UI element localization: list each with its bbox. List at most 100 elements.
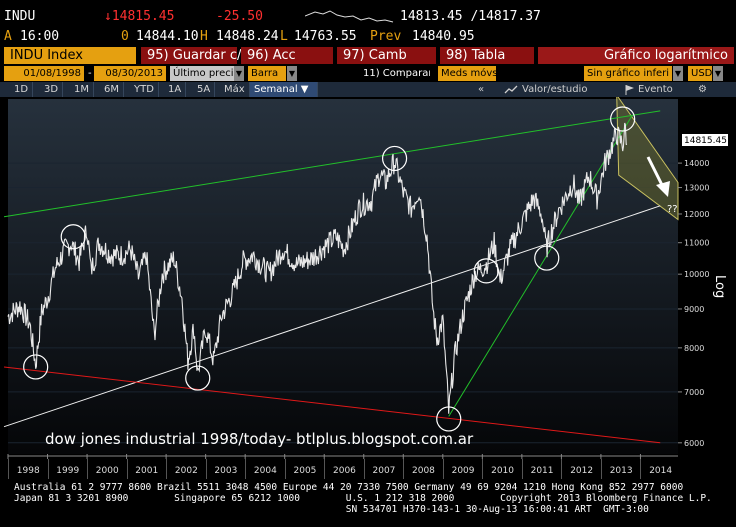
x-tick-divider [324,459,326,479]
high-price: 14848.24 [216,29,279,44]
moving-avg-button[interactable]: Meds móvs [438,66,496,81]
y-tick-label: 6000 [684,439,704,448]
x-tick-divider [521,459,523,479]
y-tick-label: 8000 [684,344,704,353]
net-change: -25.50 [216,9,263,24]
x-tick-divider [403,459,405,479]
gear-icon[interactable]: ⚙ [698,84,707,95]
tab-5a[interactable]: 5A [193,82,216,97]
sparkline-icon [305,10,394,23]
x-tick-label: 1998 [16,466,40,476]
x-tick-divider [640,459,642,479]
currency-select[interactable]: USD [688,66,712,81]
gridlines [8,162,678,444]
pivot-circle [185,365,211,391]
last-value-label: 14815.45 [684,136,727,146]
chevron-down-icon[interactable]: ▼ [713,66,723,81]
x-tick-label: 2008 [412,466,435,476]
x-tick-label: 2006 [333,466,356,476]
x-tick-divider [205,459,207,479]
flag-icon [625,85,634,95]
x-tick-label: 1999 [56,466,80,476]
change-button[interactable]: 97) Camb [337,47,436,64]
x-tick-label: 2007 [372,466,396,476]
footer-session-line: SN 534701 H370-143-1 30-Aug-13 16:00:41 … [14,504,649,515]
y-tick-label: 7000 [684,388,704,397]
x-tick-label: 2012 [570,466,594,476]
footer-contacts-line: Australia 61 2 9777 8600 Brazil 5511 304… [14,482,684,493]
chart-line-icon [504,85,518,94]
low-label: L [280,29,288,44]
x-tick-divider [561,459,563,479]
quote-header: INDU ↓14815.45 -25.50 14813.45 /14817.37 [0,0,736,28]
price-series-line [7,122,628,414]
quote-details: A 16:00 0 14844.10 H 14848.24 L 14763.55… [0,26,736,46]
chevron-down-icon[interactable]: ▼ [673,66,683,81]
x-tick-divider [284,459,286,479]
footer-contacts-line-2: Japan 81 3 3201 8900 Singapore 65 6212 1… [14,493,712,504]
control-bar: 01/08/1998 - 08/30/2013 Último preci ▼ B… [0,65,736,82]
x-tick-divider [442,459,444,479]
tab-max[interactable]: Máx [220,82,250,97]
down-arrow-icon [646,156,670,197]
trendline [448,114,633,417]
x-tick-label: 2005 [293,466,317,476]
chevron-down-icon[interactable]: ▼ [287,66,297,81]
chevron-down-icon[interactable]: ▼ [234,66,244,81]
price-field-select[interactable]: Último preci [170,66,234,81]
event-button[interactable]: Evento [638,84,673,95]
price-chart[interactable]: ?? 6000 7000 8000 9000 10000 11000 12000 13000 1… [0,97,736,459]
x-tick-divider [482,459,484,479]
security-field[interactable]: INDU Index [4,47,136,64]
time-label: A [4,29,12,44]
function-bar: INDU Index 95) Guardar c/ 96) Acc 97) Ca… [0,46,736,65]
tab-6m[interactable]: 6M [100,82,124,97]
tab-1m[interactable]: 1M [70,82,94,97]
x-tick-label: 2002 [174,466,198,476]
start-date-field[interactable]: 01/08/1998 [4,66,84,81]
save-button[interactable]: 95) Guardar c/ [141,47,241,64]
y-tick-label: 13000 [684,184,709,193]
last-value-tag: 14815.45 [682,134,728,146]
ticker-symbol: INDU [4,9,36,24]
y-tick-label: 9000 [684,305,704,314]
x-tick-label: 2011 [530,466,554,476]
bid-ask: 14813.45 /14817.37 [400,9,541,24]
frequency-select[interactable]: Semanal ▼ [250,82,318,97]
prev-label: Prev [370,29,402,44]
question-marks: ?? [667,204,678,215]
end-date-field[interactable]: 08/30/2013 [94,66,166,81]
x-tick-label: 2004 [253,466,277,476]
tab-1a[interactable]: 1A [164,82,187,97]
collapse-button[interactable]: « [478,84,485,95]
table-button[interactable]: 98) Tabla [440,47,534,64]
y-tick-label: 14000 [684,159,709,168]
trendline [3,110,661,218]
pivot-circle [23,354,49,380]
chart-type-select[interactable]: Barra [248,66,286,81]
chart-annotation-text: dow jones industrial 1998/today- btlplus… [45,430,474,448]
pivot-circle [381,145,408,172]
value-study-button[interactable]: Valor/estudio [522,84,588,95]
lower-chart-select[interactable]: Sin gráfico inferi [584,66,672,81]
y-axis-label: Log [712,275,727,298]
date-separator: - [88,68,92,79]
x-tick-divider [245,459,247,479]
x-axis-labels: 1998 1999 2000 2001 2002 2003 2004 2005 2006 2007… [0,459,736,481]
x-tick-divider [600,459,602,479]
tab-ytd[interactable]: YTD [130,82,159,97]
tab-3d[interactable]: 3D [40,82,64,97]
x-tick-divider [47,459,49,479]
pivot-circle [534,245,560,271]
y-tick-label: 11000 [684,239,709,248]
chart-title: Gráfico logarítmico [538,47,734,64]
tab-1d[interactable]: 1D [10,82,34,97]
pivot-circle [60,224,86,250]
last-price: ↓14815.45 [104,9,175,24]
prev-close: 14840.95 [412,29,475,44]
pivot-circle [436,406,462,432]
compare-button[interactable]: 11) Comparar [363,68,430,79]
low-price: 14763.55 [294,29,357,44]
actions-button[interactable]: 96) Acc [241,47,333,64]
x-tick-label: 2003 [214,466,238,476]
